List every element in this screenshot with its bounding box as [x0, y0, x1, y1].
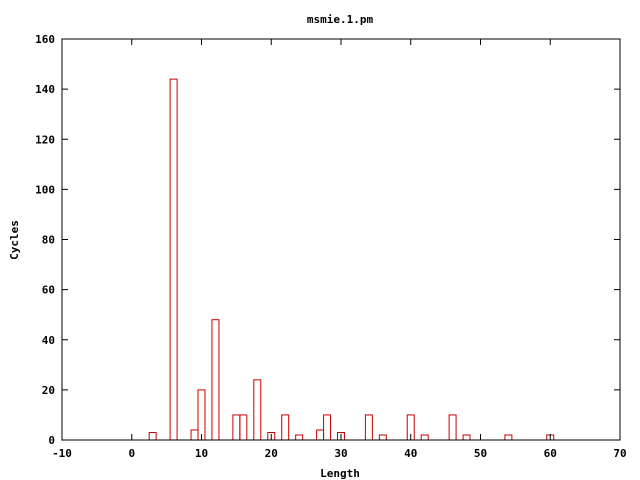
x-tick-label: -10: [52, 447, 72, 460]
bar: [211, 319, 220, 441]
y-tick-label: 120: [35, 133, 55, 146]
bar: [295, 434, 304, 441]
bar: [316, 429, 325, 441]
bar: [504, 434, 513, 441]
bar: [364, 414, 373, 441]
x-tick-label: 50: [474, 447, 487, 460]
bar: [239, 414, 248, 441]
y-tick-label: 0: [48, 434, 55, 447]
x-tick-label: 30: [334, 447, 347, 460]
bar: [281, 414, 290, 441]
y-tick-label: 40: [42, 334, 55, 347]
y-tick-label: 20: [42, 384, 55, 397]
y-tick-label: 80: [42, 234, 55, 247]
x-tick-label: 70: [613, 447, 626, 460]
x-tick-label: 0: [128, 447, 135, 460]
bar: [253, 379, 262, 441]
bar: [462, 434, 471, 441]
x-tick-label: 60: [544, 447, 557, 460]
y-axis-label: Cycles: [8, 220, 21, 260]
bar: [420, 434, 429, 441]
plot-frame: [61, 38, 621, 441]
x-axis-label: Length: [320, 467, 360, 480]
x-tick-label: 40: [404, 447, 417, 460]
x-tick-label: 10: [195, 447, 208, 460]
bar: [378, 434, 387, 441]
chart-title: msmie.1.pm: [307, 13, 374, 26]
bar: [197, 389, 206, 441]
bar: [190, 429, 199, 441]
y-tick-label: 100: [35, 183, 55, 196]
bars-group: [148, 78, 555, 441]
bar: [323, 414, 332, 441]
x-tick-label: 20: [265, 447, 278, 460]
bar: [448, 414, 457, 441]
bar: [169, 78, 178, 441]
y-tick-label: 60: [42, 284, 55, 297]
y-tick-label: 160: [35, 33, 55, 46]
bar: [232, 414, 241, 441]
bar: [148, 431, 157, 441]
y-tick-label: 140: [35, 83, 55, 96]
